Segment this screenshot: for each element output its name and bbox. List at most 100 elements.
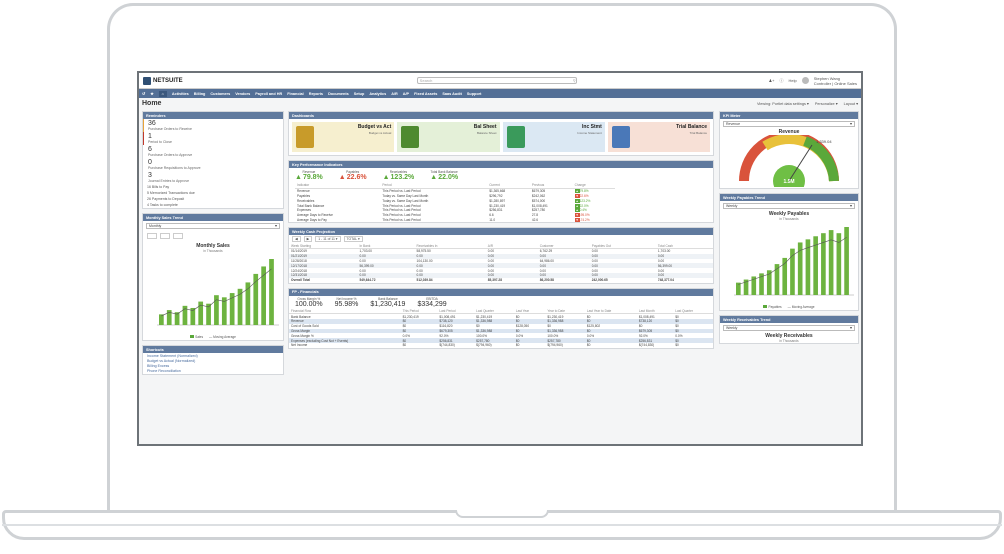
nav-item[interactable]: A/P <box>402 91 410 96</box>
table-row[interactable]: Bank Balance $1,230,419 $1,008,491 $1,230,4… <box>289 314 713 319</box>
table-row[interactable]: Gross Margin $0 $679,305 $1,336,988 $0 $1,336… <box>289 328 713 334</box>
table-row[interactable]: Overall Total 549,644.72 512,039.84 85,397.… <box>289 278 713 283</box>
chart-bar[interactable] <box>828 230 834 295</box>
column-header[interactable]: A/R <box>485 243 538 250</box>
help-link[interactable]: Help <box>788 78 797 83</box>
column-header[interactable]: In Bank <box>357 243 415 250</box>
chart-bar[interactable] <box>269 259 274 325</box>
chart-bar[interactable] <box>782 257 788 295</box>
reminder-small-item[interactable]: 4 Tasks to complete <box>147 203 178 207</box>
nav-item[interactable]: Vendors <box>235 91 251 96</box>
help-icon[interactable]: ⓘ <box>779 77 784 83</box>
column-header[interactable]: Payables Out <box>589 243 656 250</box>
chart-bar[interactable] <box>736 282 741 295</box>
column-header[interactable]: Customer <box>537 243 590 250</box>
chart-bar[interactable] <box>751 276 757 295</box>
nav-item[interactable]: Payroll and HR <box>255 91 283 96</box>
line-chart-icon[interactable] <box>160 233 170 239</box>
bar-chart-icon[interactable] <box>173 233 183 239</box>
dashboard-tile[interactable]: Budget vs Act Budget vs Actual <box>292 122 395 152</box>
chart-bar[interactable] <box>221 297 227 325</box>
chart-bar[interactable] <box>174 312 180 325</box>
nav-item[interactable]: Saas Audit <box>442 91 462 96</box>
chart-bar[interactable] <box>743 279 749 295</box>
reminder-item[interactable]: 36 Purchase Orders to Receive <box>143 119 283 132</box>
column-header[interactable]: Indicator <box>295 183 381 189</box>
home-icon[interactable]: ⌂ <box>158 90 167 97</box>
avatar[interactable] <box>801 77 809 84</box>
shortcut-link[interactable]: Budget vs Actual (Normalized) <box>147 358 196 363</box>
chart-bar[interactable] <box>214 295 219 325</box>
search-icon[interactable]: ⚲ <box>572 78 576 83</box>
reminder-small-item[interactable]: 26 Payments to Deposit <box>147 197 185 201</box>
chart-bar[interactable] <box>805 239 811 295</box>
column-header[interactable]: Financial Row <box>289 308 401 315</box>
back-icon[interactable]: ↺ <box>142 92 146 96</box>
table-row[interactable]: 01/14/2019 1,703.00 58,975.50 0.00 6,762.29 0… <box>289 249 713 254</box>
reminder-small-item[interactable]: 16 Bills to Pay <box>147 185 170 189</box>
shortcut-link[interactable]: Billing Excess <box>147 363 170 368</box>
column-header[interactable]: Year to Date <box>545 308 585 315</box>
column-header[interactable]: Last Quarter <box>474 308 514 315</box>
nav-item[interactable]: Documents <box>328 91 349 96</box>
chart-bar[interactable] <box>182 305 188 325</box>
table-row[interactable]: Payables Today vs. Same Day Last Month $29… <box>295 193 615 199</box>
table-row[interactable]: Cost of Goods Sold $0 $116,820 $0 $128,050 $0… <box>289 324 713 329</box>
add-user-icon[interactable]: ♟+ <box>768 78 775 83</box>
column-header[interactable]: Previous <box>529 183 573 189</box>
chart-bar[interactable] <box>790 248 795 295</box>
cash-pager[interactable]: 1 - 11 of 11 ▾ <box>315 236 341 243</box>
table-row[interactable]: Expenses This Period vs. Last Period $256,… <box>295 208 615 213</box>
table-row[interactable]: 11/28/2018 0.00 104,130.00 0.00 64,986.00 0.0… <box>289 259 713 264</box>
column-header[interactable]: Last Month <box>636 308 674 315</box>
chart-bar[interactable] <box>813 236 818 295</box>
page-option[interactable]: Layout ▾ <box>843 102 858 106</box>
column-header[interactable]: Last Quarter <box>673 308 713 315</box>
star-icon[interactable]: ★ <box>150 92 154 96</box>
table-row[interactable]: 12/31/2018 0.00 0.00 0.00 0.00 0.00 0.00 <box>289 272 713 278</box>
shortcut-link[interactable]: Income Statement (Normalized) <box>147 353 198 358</box>
kpi-meter-select[interactable]: Revenue <box>723 121 855 127</box>
chart-bar[interactable] <box>836 233 842 295</box>
area-chart-icon[interactable] <box>147 233 157 239</box>
column-header[interactable]: Total Cash <box>655 243 713 250</box>
next-page-icon[interactable]: ▶ <box>303 236 313 243</box>
table-row[interactable]: 12/17/2018 56,399.00 0.00 0.00 0.00 0.00 56,39… <box>289 263 713 269</box>
chart-bar[interactable] <box>245 282 251 325</box>
table-row[interactable]: 01/21/2019 0.00 0.00 0.00 0.00 0.00 0.00 <box>289 253 713 259</box>
column-header[interactable]: Week Starting <box>289 243 358 250</box>
dashboard-tile[interactable]: Inc Stmt Income Statement <box>502 122 605 152</box>
chart-bar[interactable] <box>166 310 172 325</box>
chart-bar[interactable] <box>774 264 780 295</box>
nav-item[interactable]: Reports <box>308 91 324 96</box>
sales-period-select[interactable]: Monthly <box>146 223 280 229</box>
nav-item[interactable]: Billing <box>193 91 206 96</box>
nav-item[interactable]: Analytics <box>369 91 387 96</box>
page-option[interactable]: Personalize ▾ <box>814 102 838 106</box>
nav-item[interactable]: Setup <box>353 91 365 96</box>
user-info[interactable]: Stephen Wang Controller | Online Sales <box>814 76 857 86</box>
column-header[interactable]: Last Period <box>437 308 475 315</box>
chart-bar[interactable] <box>759 273 764 295</box>
table-row[interactable]: Average Days to Pay This Period vs. Last … <box>295 217 615 222</box>
chart-bar[interactable] <box>237 288 243 325</box>
table-row[interactable]: Net Income $0 $(744,830) $(794,960) $0 $(794,… <box>289 343 713 348</box>
chart-bar[interactable] <box>159 314 164 325</box>
chart-bar[interactable] <box>821 233 826 295</box>
reminder-small-item[interactable]: 5 Memorized Transactions due <box>147 191 195 195</box>
chart-bar[interactable] <box>844 227 849 295</box>
chart-bar[interactable] <box>229 293 235 325</box>
column-header[interactable]: Current <box>487 183 530 189</box>
nav-item[interactable]: Fixed Assets <box>414 91 438 96</box>
receivables-select[interactable]: Weekly <box>723 325 855 331</box>
reminder-item[interactable]: 1 Period to Close <box>143 132 283 145</box>
table-row[interactable]: Receivables Today vs. Same Day Last Month… <box>295 198 615 203</box>
column-header[interactable]: Receivables In <box>414 243 486 250</box>
column-header[interactable]: Last Year <box>513 308 546 315</box>
page-option[interactable]: Viewing: Portlet data settings ▾ <box>756 102 809 106</box>
nav-item[interactable]: Financial <box>287 91 304 96</box>
table-row[interactable]: Gross Margin % 0.0% 92.0% 100.0% 0.0% 100.0% 0… <box>289 333 713 338</box>
dashboard-tile[interactable]: Trial Balance Trial Balance <box>607 122 710 152</box>
nav-item[interactable]: Support <box>466 91 482 96</box>
table-row[interactable]: Revenue This Period vs. Last Period $1,365… <box>295 188 615 194</box>
